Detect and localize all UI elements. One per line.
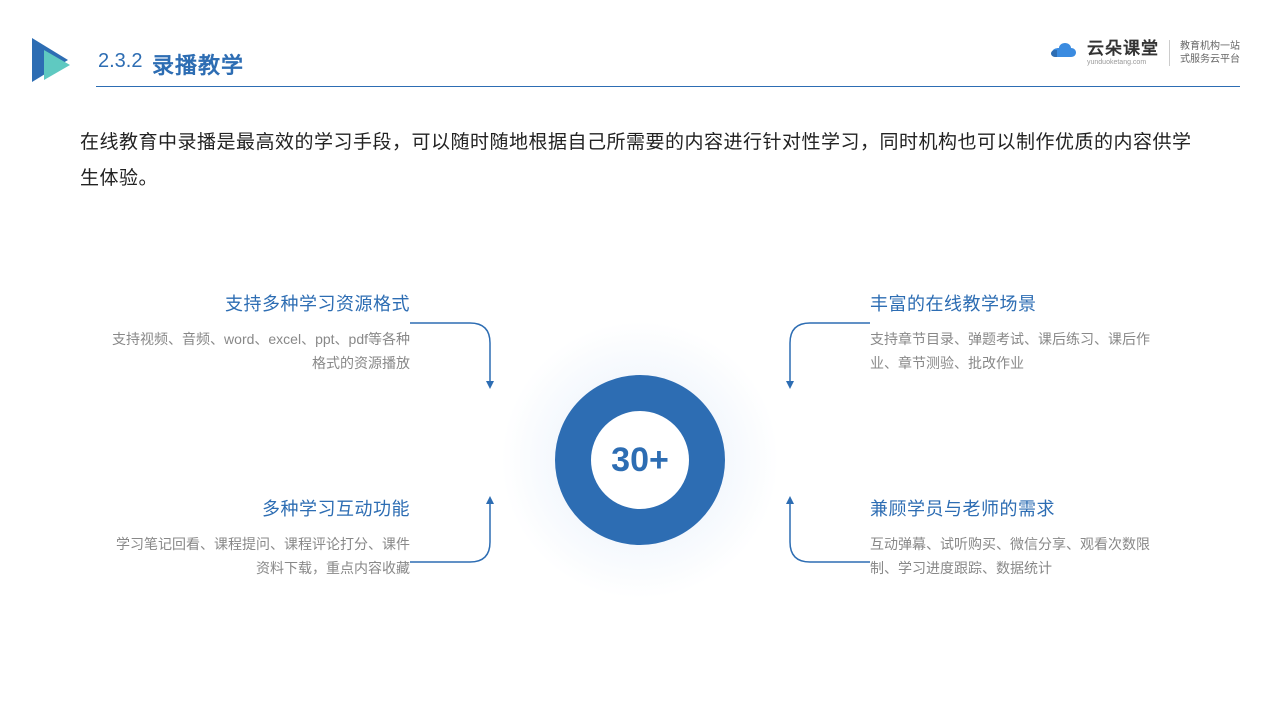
section-number: 2.3.2	[98, 50, 142, 73]
logo-sub-text: yunduoketang.com	[1087, 59, 1159, 66]
cloud-icon	[1049, 43, 1077, 63]
feature-title: 丰富的在线教学场景	[870, 290, 1170, 316]
logo-divider	[1169, 40, 1170, 66]
feature-desc: 支持视频、音频、word、excel、ppt、pdf等各种格式的资源播放	[110, 328, 410, 376]
section-title: 录播教学	[152, 48, 244, 80]
logo-tag-line2: 式服务云平台	[1180, 53, 1240, 66]
logo-main-text: 云朵课堂	[1087, 40, 1159, 57]
logo-tag-line1: 教育机构一站	[1180, 40, 1240, 53]
feature-top-right: 丰富的在线教学场景 支持章节目录、弹题考试、课后练习、课后作业、章节测验、批改作…	[870, 290, 1170, 376]
play-icon	[32, 38, 80, 82]
feature-desc: 学习笔记回看、课程提问、课程评论打分、课件资料下载，重点内容收藏	[110, 533, 410, 581]
feature-diagram: 30+ 支持多种学习资源格式 支持视频、音频、word、excel、ppt、pd…	[0, 260, 1280, 660]
feature-title: 多种学习互动功能	[110, 495, 410, 521]
slide-header: 2.3.2 录播教学 云朵课堂 yunduoketang.com 教育机构一站 …	[0, 30, 1280, 90]
feature-bottom-left: 多种学习互动功能 学习笔记回看、课程提问、课程评论打分、课件资料下载，重点内容收…	[110, 495, 410, 581]
feature-title: 兼顾学员与老师的需求	[870, 495, 1170, 521]
logo-tagline: 教育机构一站 式服务云平台	[1180, 40, 1240, 66]
feature-title: 支持多种学习资源格式	[110, 290, 410, 316]
feature-desc: 支持章节目录、弹题考试、课后练习、课后作业、章节测验、批改作业	[870, 328, 1170, 376]
header-underline	[96, 86, 1240, 87]
center-value: 30+	[611, 441, 669, 480]
center-ring: 30+	[555, 375, 725, 545]
feature-bottom-right: 兼顾学员与老师的需求 互动弹幕、试听购买、微信分享、观看次数限制、学习进度跟踪、…	[870, 495, 1170, 581]
logo-block: 云朵课堂 yunduoketang.com 教育机构一站 式服务云平台	[1049, 40, 1240, 66]
feature-desc: 互动弹幕、试听购买、微信分享、观看次数限制、学习进度跟踪、数据统计	[870, 533, 1170, 581]
intro-paragraph: 在线教育中录播是最高效的学习手段，可以随时随地根据自己所需要的内容进行针对性学习…	[80, 125, 1200, 197]
feature-top-left: 支持多种学习资源格式 支持视频、音频、word、excel、ppt、pdf等各种…	[110, 290, 410, 376]
